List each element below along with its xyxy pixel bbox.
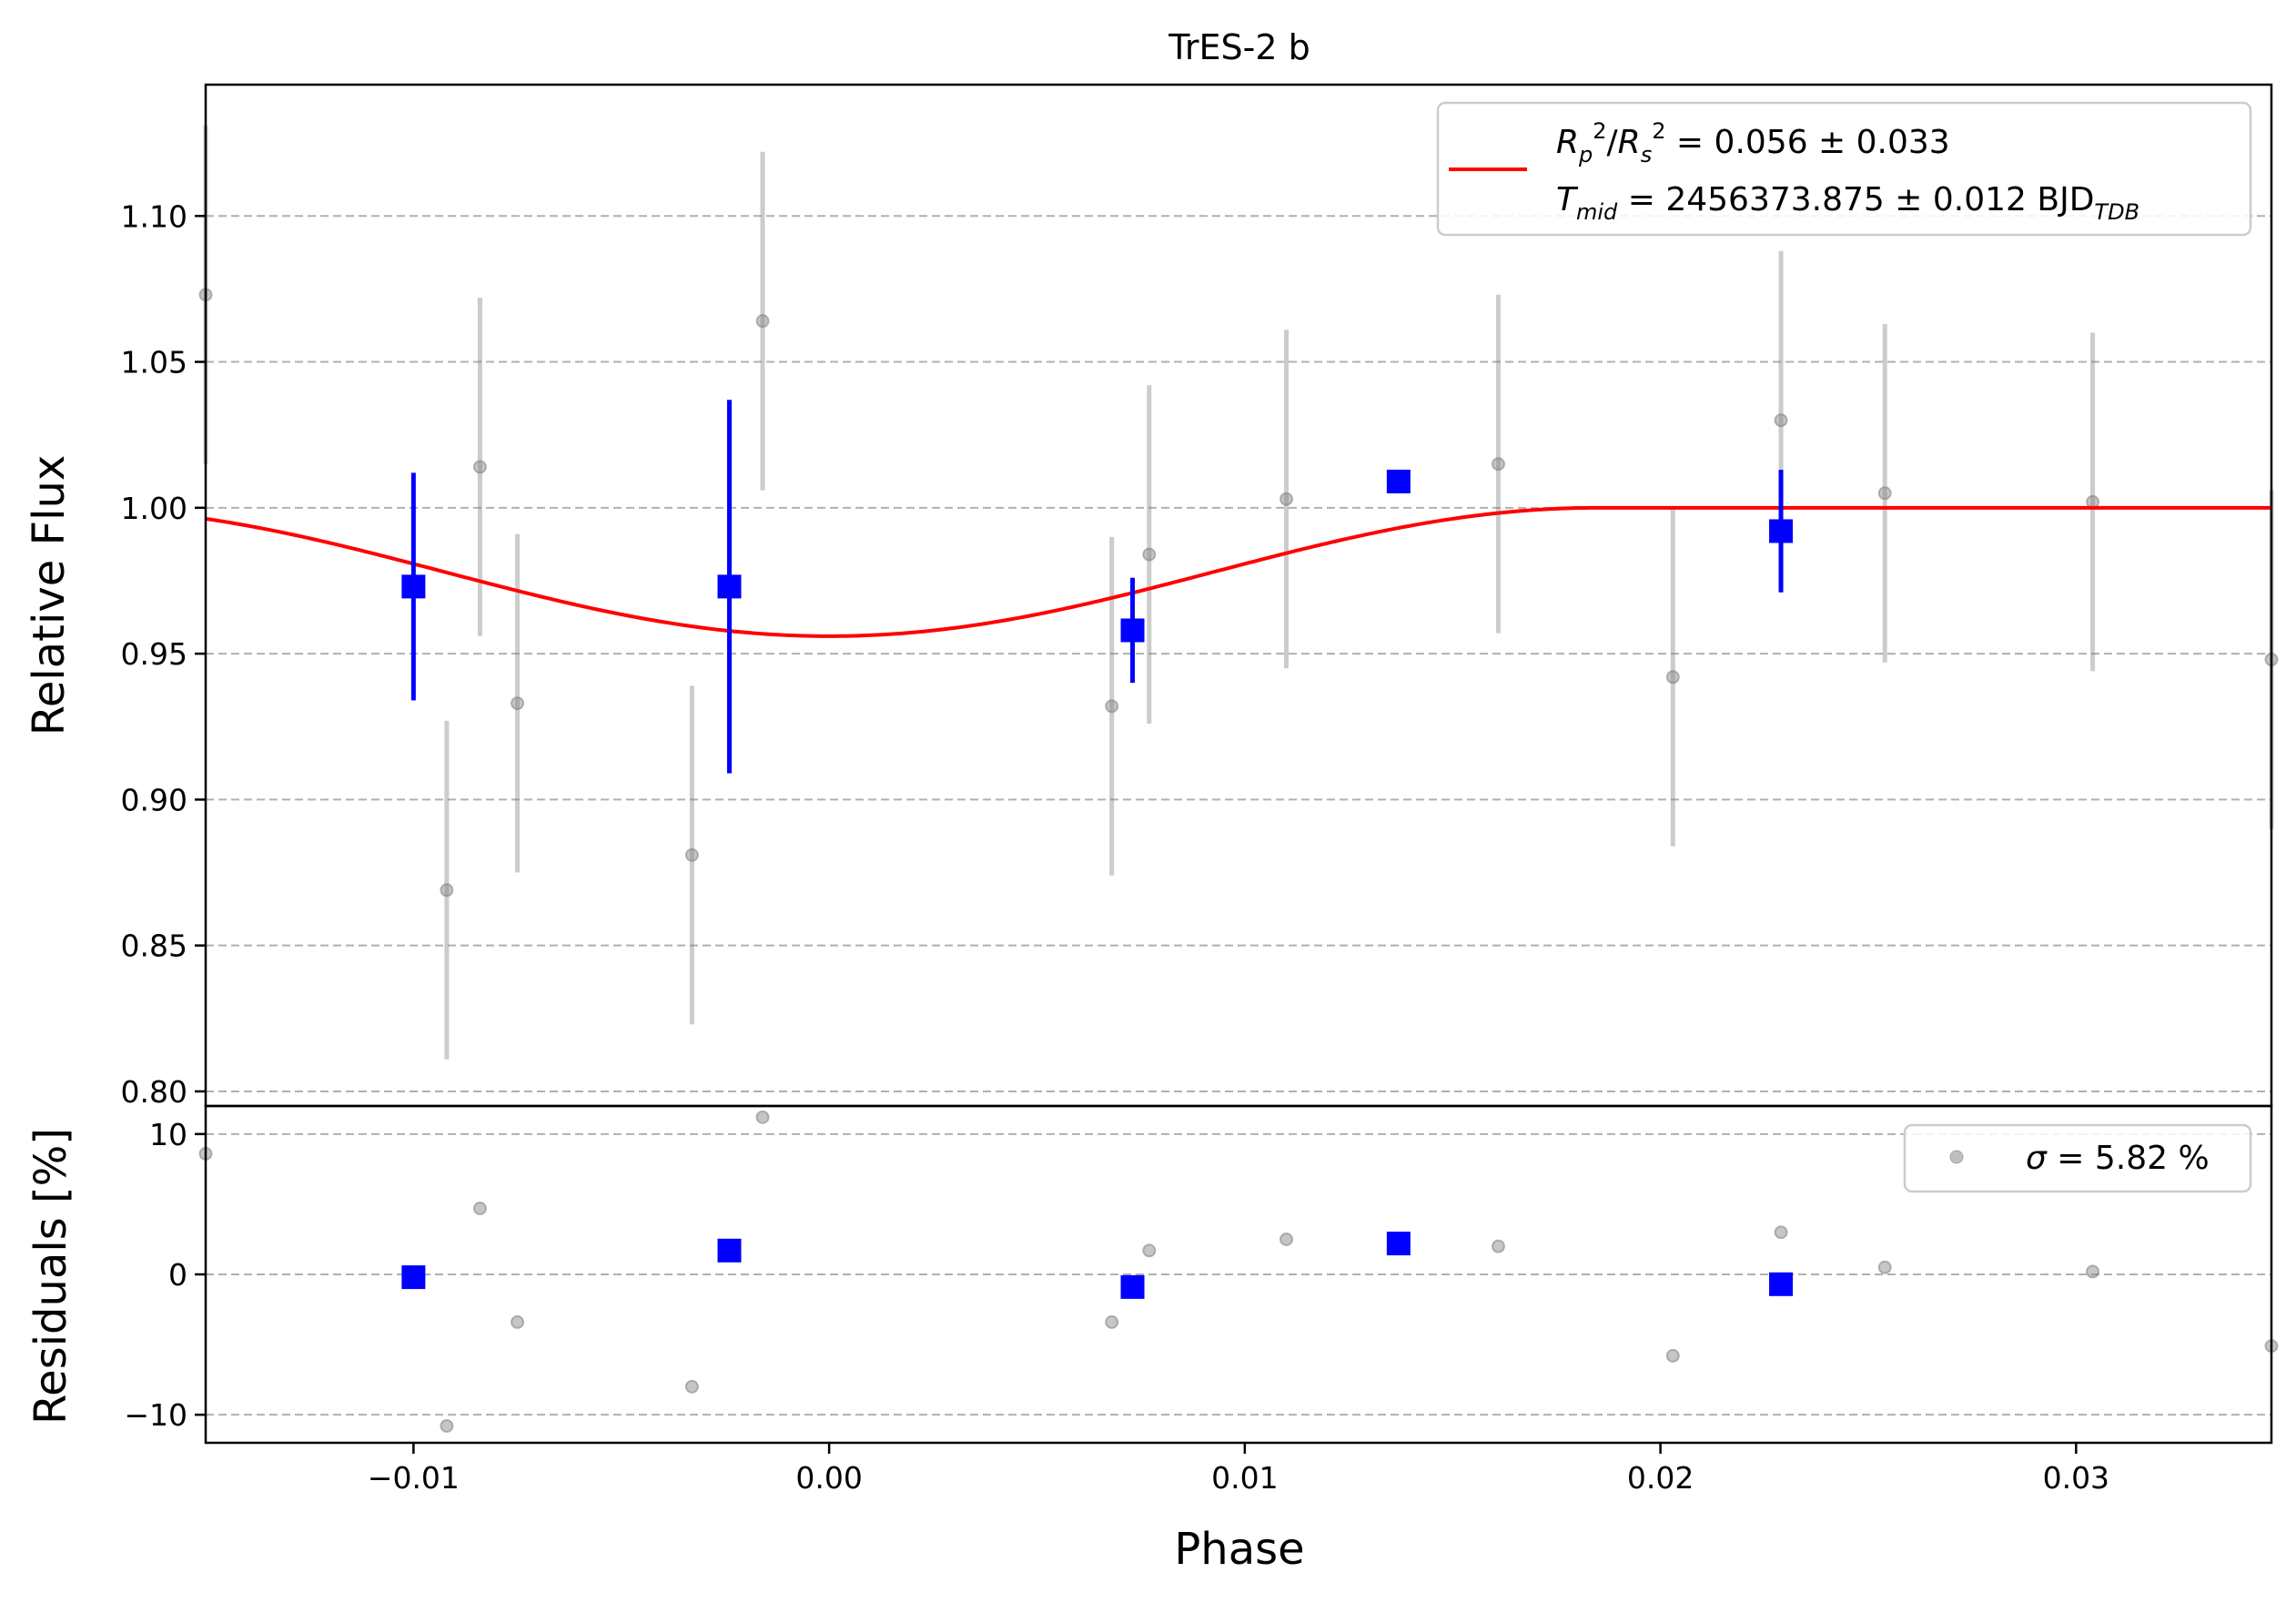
y-tick-label: 0.90: [121, 782, 187, 817]
binned-data-point: [401, 574, 426, 599]
binned-data-point: [1386, 469, 1411, 493]
raw-data-point: [440, 883, 454, 898]
raw-data-point: [1665, 1348, 1680, 1363]
raw-data-point: [1105, 699, 1119, 714]
x-tick-label: 0.01: [1211, 1460, 1278, 1496]
binned-data-point: [1120, 618, 1145, 643]
bottom-ylabel: Residuals [%]: [25, 1128, 76, 1425]
bottom-marks: [198, 1110, 2279, 1433]
raw-data-point: [1665, 670, 1680, 685]
legend-sigma-text: σ = 5.82 %: [2026, 1140, 2210, 1177]
y-tick-label: 0.85: [121, 928, 187, 964]
raw-data-point: [1142, 547, 1157, 562]
raw-data-point: [1491, 457, 1505, 472]
top-yticks: 0.80 0.85 0.90 0.95 1.00 1.05 1.10: [121, 198, 206, 1110]
binned-data-point: [1769, 519, 1794, 543]
bottom-legend: σ = 5.82 %: [1903, 1123, 2252, 1193]
y-tick-label: 0.80: [121, 1074, 187, 1110]
legend-residual-marker: [1949, 1150, 1964, 1164]
raw-data-point: [2086, 1264, 2100, 1279]
raw-data-point: [1105, 1314, 1119, 1329]
binned-data-point: [401, 1265, 426, 1290]
raw-data-point: [511, 1314, 525, 1329]
y-tick-label: 0.95: [121, 636, 187, 672]
binned-data-point: [717, 574, 742, 599]
y-tick-label: −10: [124, 1397, 187, 1433]
chart-title: TrES-2 b: [1168, 27, 1310, 67]
raw-data-point: [472, 460, 487, 474]
raw-data-point: [1774, 1225, 1788, 1240]
x-tick-label: 0.02: [1627, 1460, 1694, 1496]
top-grid: [206, 215, 2271, 1092]
raw-data-point: [472, 1202, 487, 1216]
raw-data-point: [1491, 1239, 1505, 1253]
x-tick-label: 0.00: [795, 1460, 862, 1496]
legend-line-1: Rp2/Rs2 = 0.056 ± 0.033: [1556, 118, 1950, 167]
top-legend: Rp2/Rs2 = 0.056 ± 0.033 Tmid = 2456373.8…: [1436, 101, 2252, 237]
bottom-yticks: −10 0 10: [124, 1117, 206, 1433]
raw-data-point: [755, 1110, 770, 1124]
y-tick-label: 10: [149, 1117, 187, 1152]
raw-data-point: [1877, 1260, 1892, 1274]
raw-data-point: [684, 847, 699, 862]
top-marks: [198, 125, 2279, 1060]
binned-data-point: [717, 1238, 742, 1263]
raw-data-point: [1774, 413, 1788, 428]
x-tick-label: 0.03: [2043, 1460, 2109, 1496]
raw-data-point: [1877, 486, 1892, 501]
binned-data-point: [1120, 1274, 1145, 1299]
binned-data-point: [1769, 1272, 1794, 1296]
raw-data-point: [684, 1379, 699, 1394]
x-axis-ticks: −0.01 0.00 0.01 0.02 0.03: [368, 1443, 2109, 1496]
raw-data-point: [1279, 1232, 1294, 1246]
raw-data-point: [511, 696, 525, 711]
legend-line-2: Tmid = 2456373.875 ± 0.012 BJDTDB: [1556, 181, 2139, 225]
binned-data-point: [1386, 1232, 1411, 1256]
y-tick-label: 1.05: [121, 345, 187, 380]
raw-data-point: [1142, 1243, 1157, 1258]
y-tick-label: 0: [168, 1257, 187, 1293]
raw-data-point: [440, 1419, 454, 1433]
x-axis-label: Phase: [1174, 1524, 1304, 1575]
raw-data-point: [1279, 492, 1294, 506]
model-curve: [205, 505, 2271, 638]
y-tick-label: 1.10: [121, 198, 187, 234]
x-tick-label: −0.01: [368, 1460, 460, 1496]
y-tick-label: 1.00: [121, 491, 187, 526]
raw-data-point: [755, 314, 770, 329]
top-ylabel: Relative Flux: [24, 455, 75, 736]
